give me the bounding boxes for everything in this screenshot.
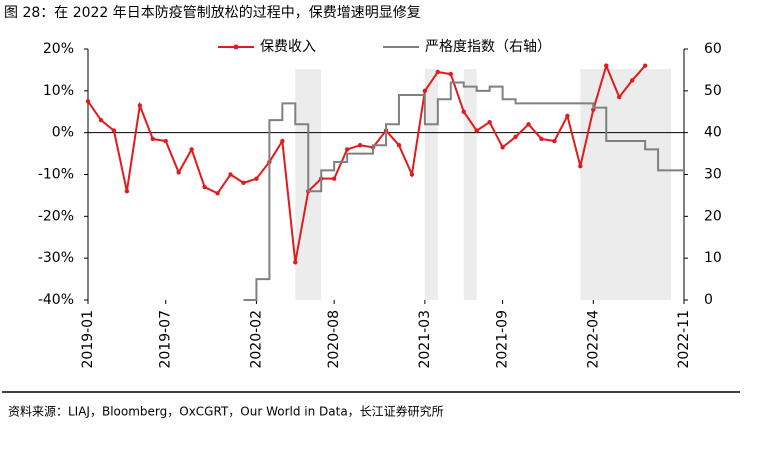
data-point: [150, 136, 155, 142]
x-tick-label: 2022-11: [676, 310, 692, 369]
data-point: [357, 143, 363, 148]
data-point: [176, 170, 181, 175]
shaded-region: [463, 69, 477, 300]
data-point: [124, 189, 130, 194]
data-point: [85, 99, 91, 104]
data-point: [435, 69, 441, 75]
data-point: [461, 109, 466, 114]
x-tick-label: 2019-01: [80, 310, 96, 369]
data-point: [474, 128, 479, 133]
data-point: [642, 63, 648, 68]
data-point: [189, 147, 194, 152]
data-point: [331, 176, 337, 181]
x-tick-label: 2021-09: [495, 310, 511, 369]
data-point: [513, 134, 518, 140]
data-point: [539, 136, 544, 142]
data-point: [526, 122, 531, 127]
y2-tick-label: 0: [704, 292, 713, 308]
x-tick-label: 2021-03: [417, 310, 433, 369]
data-point: [254, 176, 259, 181]
y-tick-label: -30%: [38, 250, 74, 266]
legend-marker: [233, 44, 239, 50]
data-point: [552, 138, 557, 144]
data-point: [448, 71, 453, 77]
data-point: [111, 128, 117, 133]
data-point: [228, 172, 233, 177]
data-point: [604, 63, 609, 68]
series-line: [87, 62, 646, 263]
data-point: [163, 138, 168, 144]
data-point: [396, 143, 402, 148]
series-line: [243, 81, 684, 301]
y-tick-label: -40%: [38, 292, 74, 308]
y2-tick-label: 30: [704, 167, 722, 183]
data-point: [215, 191, 220, 196]
x-tick-label: 2020-02: [248, 310, 264, 369]
y-tick-label: 10%: [43, 83, 74, 99]
shaded-region: [424, 69, 438, 300]
y2-tick-label: 50: [704, 83, 722, 99]
x-tick-label: 2022-04: [585, 310, 601, 369]
data-point: [202, 184, 207, 190]
y2-tick-label: 40: [704, 125, 722, 141]
y-tick-label: 20%: [43, 41, 74, 57]
legend-label: 严格度指数（右轴）: [425, 39, 551, 55]
x-tick-label: 2019-07: [158, 310, 174, 369]
data-point: [409, 172, 415, 177]
data-point: [617, 94, 622, 100]
data-point: [422, 88, 428, 94]
y-tick-label: -20%: [38, 208, 74, 224]
data-point: [500, 145, 505, 150]
legend-label: 保费收入: [260, 39, 316, 55]
y2-tick-label: 10: [704, 250, 722, 266]
source-note: 资料来源：LIAJ，Bloomberg，OxCGRT，Our World in …: [8, 404, 444, 419]
chart-title: 图 28：在 2022 年日本防疫管制放松的过程中，保费增速明显修复: [4, 4, 421, 21]
data-point: [280, 138, 285, 144]
data-point: [293, 260, 298, 265]
y2-tick-label: 20: [704, 208, 722, 224]
data-point: [629, 78, 635, 83]
data-point: [487, 120, 492, 125]
y2-tick-label: 60: [704, 41, 722, 57]
y-tick-label: 0%: [52, 125, 74, 141]
data-point: [241, 180, 246, 186]
data-point: [344, 147, 350, 152]
x-tick-label: 2020-08: [326, 310, 342, 369]
data-point: [578, 163, 583, 169]
data-point: [98, 117, 104, 123]
data-point: [565, 113, 570, 119]
data-point: [137, 103, 143, 108]
y-tick-label: -10%: [38, 167, 74, 183]
